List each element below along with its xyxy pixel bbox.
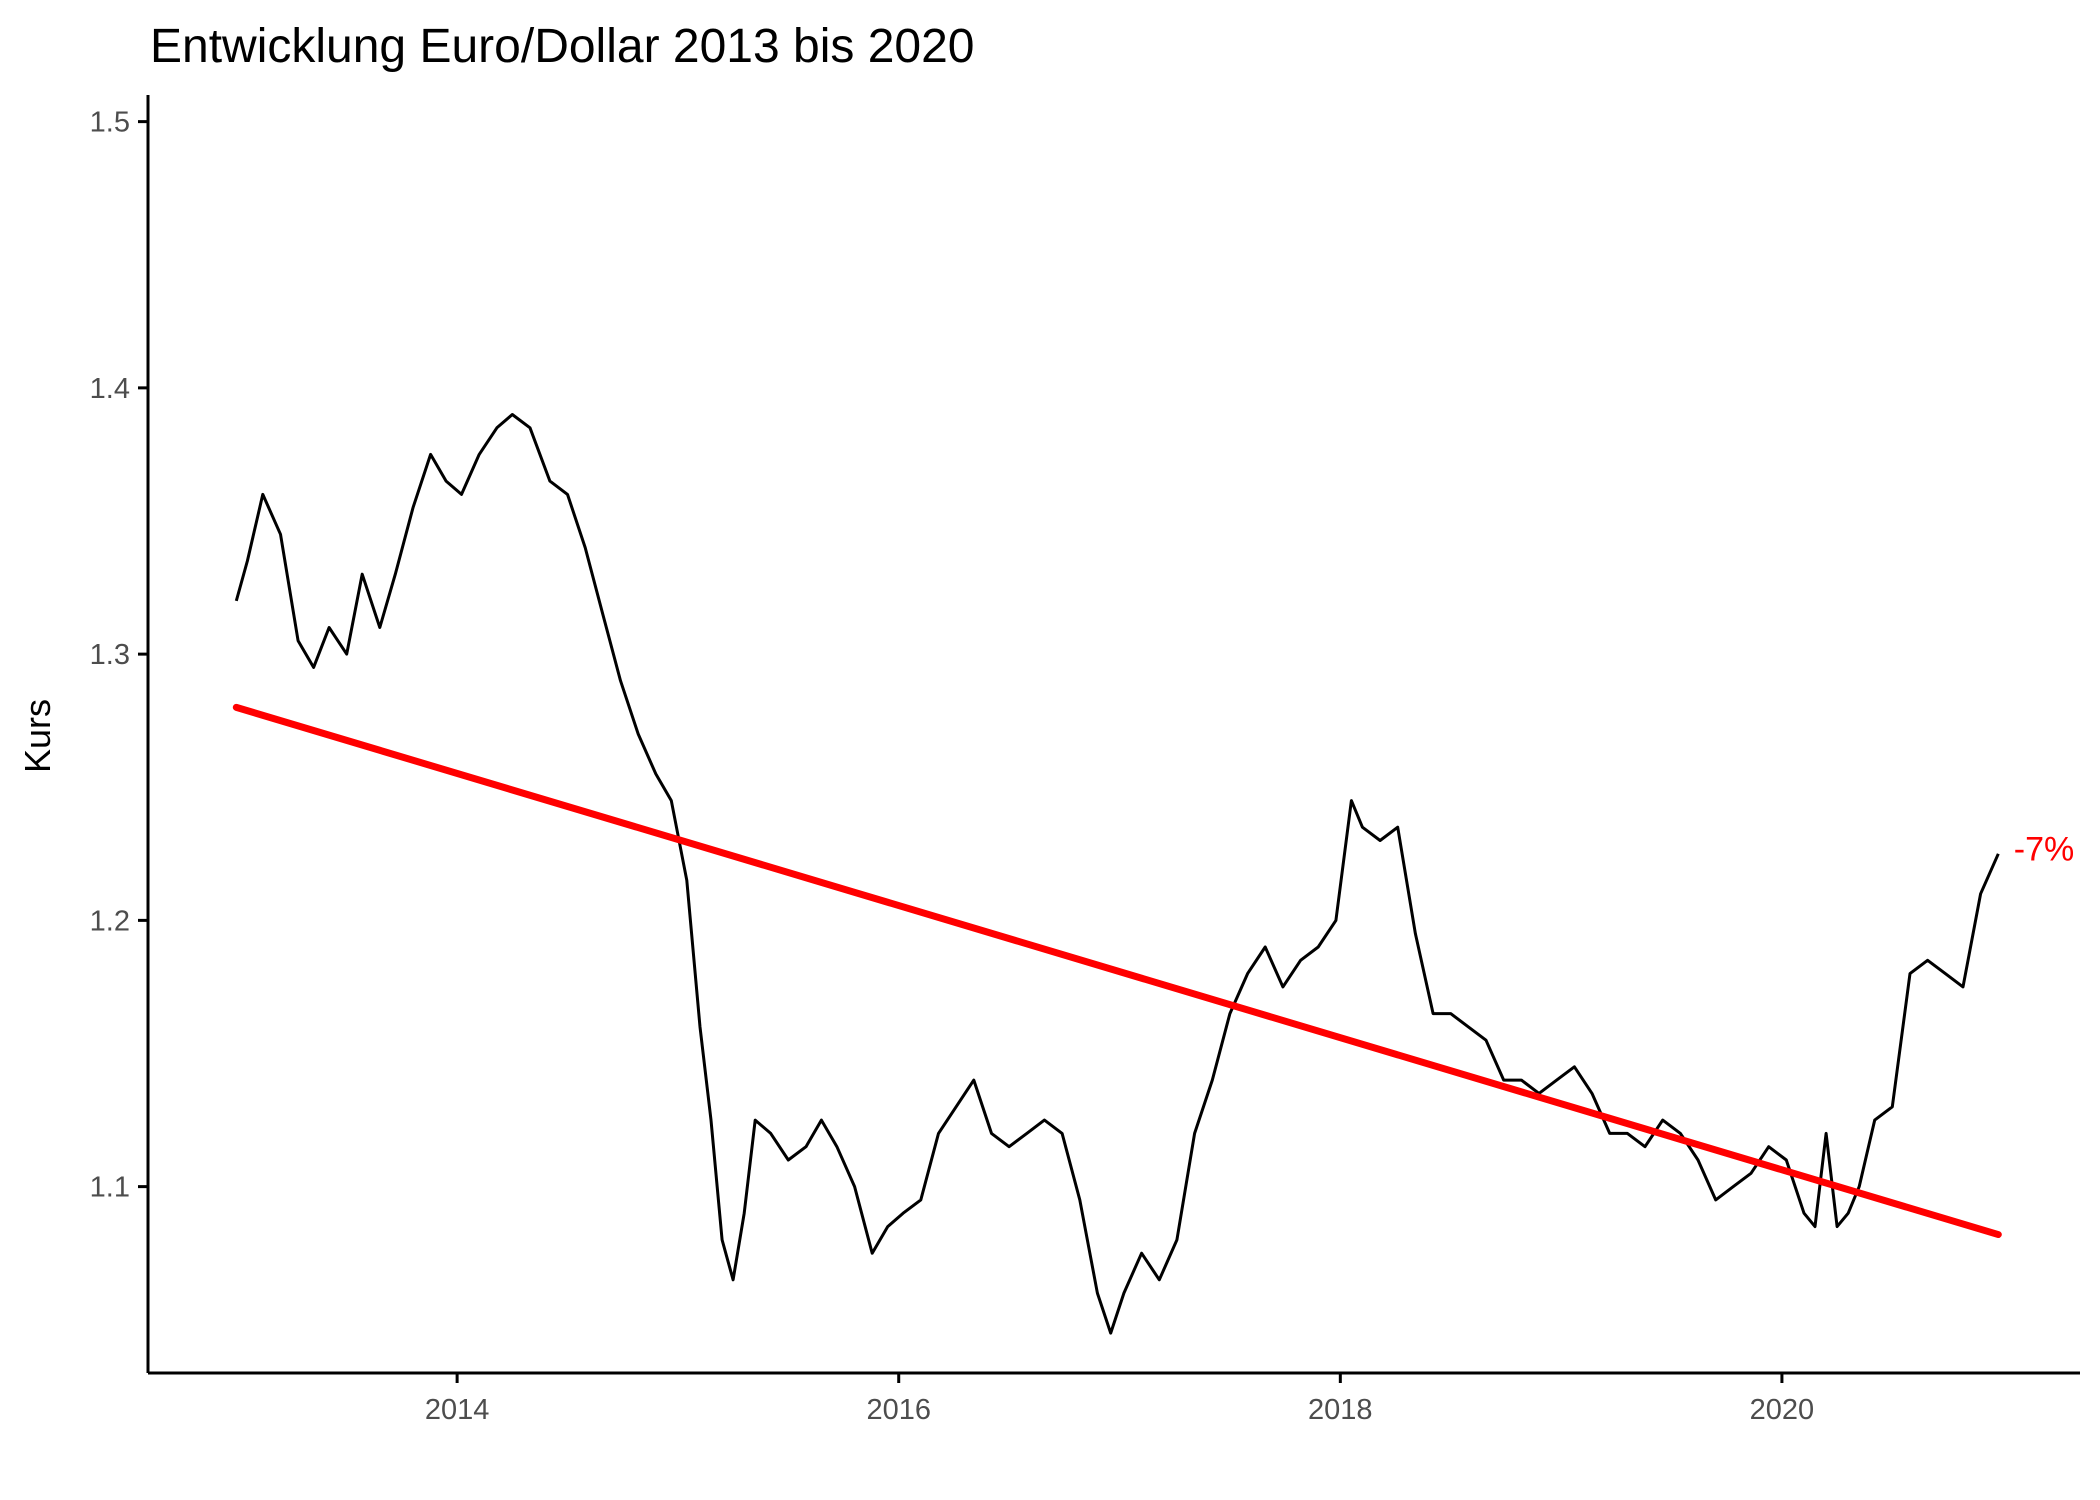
y-axis-title: Kurs: [17, 699, 58, 773]
x-tick-label: 2016: [866, 1394, 931, 1426]
y-tick-label: 1.1: [90, 1172, 130, 1204]
x-tick-label: 2018: [1308, 1394, 1373, 1426]
y-ticks: 1.1 1.2 1.3 1.4 1.5: [90, 107, 148, 1204]
y-tick-label: 1.5: [90, 107, 130, 139]
axes: [146, 95, 2080, 1375]
x-tick-label: 2014: [425, 1394, 490, 1426]
y-tick-label: 1.4: [90, 373, 130, 405]
x-tick-label: 2020: [1750, 1394, 1815, 1426]
trend-line: [232, 703, 2002, 1239]
y-tick-label: 1.3: [90, 639, 130, 671]
series-layer: [234, 413, 2000, 1335]
trend-annotation-label: -7%: [2014, 830, 2074, 868]
y-tick-label: 1.2: [90, 905, 130, 937]
chart-title: Entwicklung Euro/Dollar 2013 bis 2020: [150, 20, 974, 73]
trend-layer: [232, 703, 2002, 1239]
series-line: [234, 413, 2000, 1335]
x-ticks: 2014 2016 2018 2020: [425, 1373, 1814, 1426]
